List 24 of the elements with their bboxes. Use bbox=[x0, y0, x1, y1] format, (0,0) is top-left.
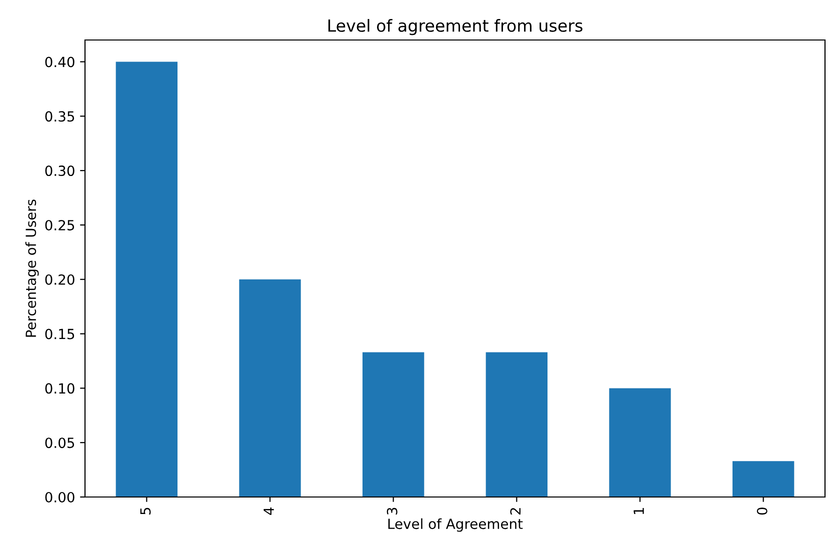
bar bbox=[732, 461, 794, 497]
x-tick-label: 1 bbox=[634, 508, 644, 514]
y-tick-label: 0.30 bbox=[45, 166, 74, 176]
y-tick-label: 0.20 bbox=[45, 274, 74, 285]
bar bbox=[609, 388, 671, 497]
y-tick-label: 0.40 bbox=[45, 56, 74, 68]
bar bbox=[486, 352, 548, 497]
bar bbox=[239, 279, 301, 497]
y-tick-label: 0.05 bbox=[45, 438, 74, 448]
bar bbox=[116, 62, 178, 497]
x-tick-label: 0 bbox=[756, 508, 768, 515]
y-tick-label: 0.00 bbox=[45, 492, 74, 502]
y-tick-label: 0.15 bbox=[45, 328, 74, 340]
chart-title: Level of agreement from users bbox=[328, 19, 582, 36]
x-tick-label: 2 bbox=[510, 508, 520, 515]
y-tick-label: 0.35 bbox=[45, 111, 74, 122]
y-tick-label: 0.25 bbox=[45, 220, 74, 230]
x-axis-title: Level of Agreement bbox=[388, 518, 523, 532]
y-tick-label: 0.10 bbox=[45, 383, 74, 394]
x-tick-label: 3 bbox=[386, 508, 398, 514]
y-axis-title: Percentage of Users bbox=[25, 200, 39, 337]
x-tick-label: 4 bbox=[264, 508, 274, 515]
x-tick-label: 5 bbox=[140, 508, 151, 514]
bar bbox=[362, 352, 424, 497]
